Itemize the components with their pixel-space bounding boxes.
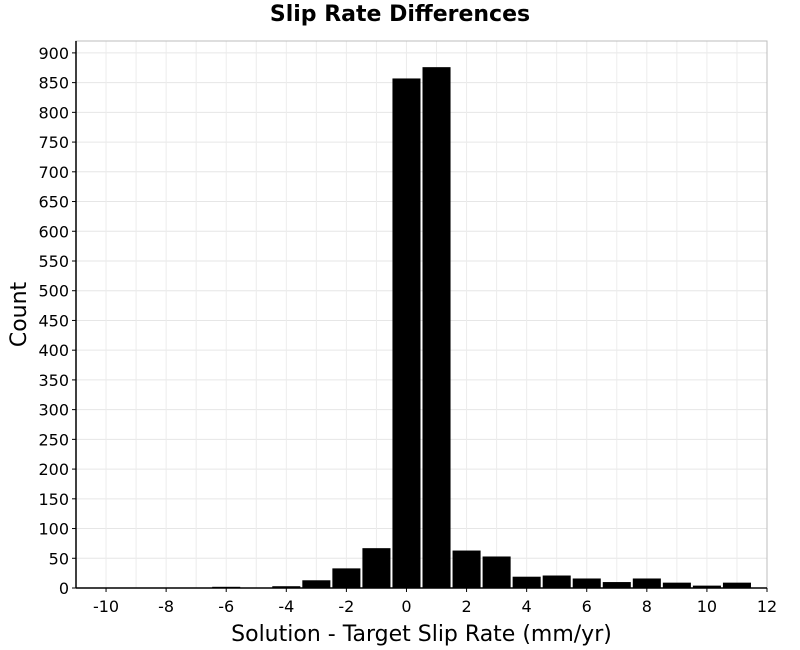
- y-tick-label: 50: [49, 549, 69, 568]
- x-tick-label: -2: [338, 597, 354, 616]
- y-tick-label: 300: [38, 401, 69, 420]
- x-tick-label: 12: [757, 597, 777, 616]
- grid-lines: [75, 41, 768, 589]
- histogram-bar: [542, 575, 571, 588]
- histogram-bar: [632, 578, 661, 588]
- x-tick-label: -6: [218, 597, 234, 616]
- histogram-bar: [452, 550, 481, 588]
- x-tick-label: 6: [582, 597, 592, 616]
- bars: [212, 67, 751, 588]
- x-axis-title: Solution - Target Slip Rate (mm/yr): [231, 622, 612, 647]
- y-tick-label: 800: [38, 103, 69, 122]
- y-axis-title: Count: [7, 281, 32, 347]
- y-tick-label: 100: [38, 520, 69, 539]
- x-tick-label: -8: [158, 597, 174, 616]
- histogram-bar: [572, 578, 601, 588]
- histogram-bar: [332, 568, 361, 588]
- y-tick-label: 650: [38, 193, 69, 212]
- histogram-bar: [392, 78, 421, 588]
- y-tick-label: 200: [38, 460, 69, 479]
- histogram-bar: [482, 556, 511, 588]
- y-tick-label: 500: [38, 282, 69, 301]
- histogram-bar: [692, 585, 721, 588]
- histogram-bar: [272, 586, 301, 588]
- histogram-bar: [422, 67, 451, 588]
- x-tick-label: 10: [697, 597, 717, 616]
- histogram-bar: [662, 582, 691, 588]
- y-tick-label: 0: [59, 579, 69, 598]
- x-tick-label: 4: [522, 597, 532, 616]
- y-tick-label: 150: [38, 490, 69, 509]
- axes: 0501001502002503003504004505005506006507…: [38, 41, 777, 616]
- y-tick-label: 700: [38, 163, 69, 182]
- histogram-bar: [602, 582, 631, 588]
- x-tick-label: -4: [278, 597, 294, 616]
- y-tick-label: 750: [38, 133, 69, 152]
- x-tick-label: 0: [401, 597, 411, 616]
- histogram-bar: [512, 576, 541, 588]
- x-tick-label: 2: [461, 597, 471, 616]
- y-tick-label: 450: [38, 311, 69, 330]
- x-tick-label: -10: [93, 597, 119, 616]
- y-tick-label: 550: [38, 252, 69, 271]
- y-tick-label: 850: [38, 74, 69, 93]
- chart-title: Slip Rate Differences: [269, 2, 531, 27]
- plot-area: [75, 40, 768, 589]
- y-tick-label: 400: [38, 341, 69, 360]
- histogram-bar: [722, 582, 751, 588]
- y-tick-label: 900: [38, 44, 69, 63]
- y-tick-label: 350: [38, 371, 69, 390]
- y-tick-label: 600: [38, 222, 69, 241]
- y-tick-label: 250: [38, 430, 69, 449]
- histogram-bar: [362, 548, 391, 588]
- histogram-bar: [302, 580, 331, 588]
- x-tick-label: 8: [642, 597, 652, 616]
